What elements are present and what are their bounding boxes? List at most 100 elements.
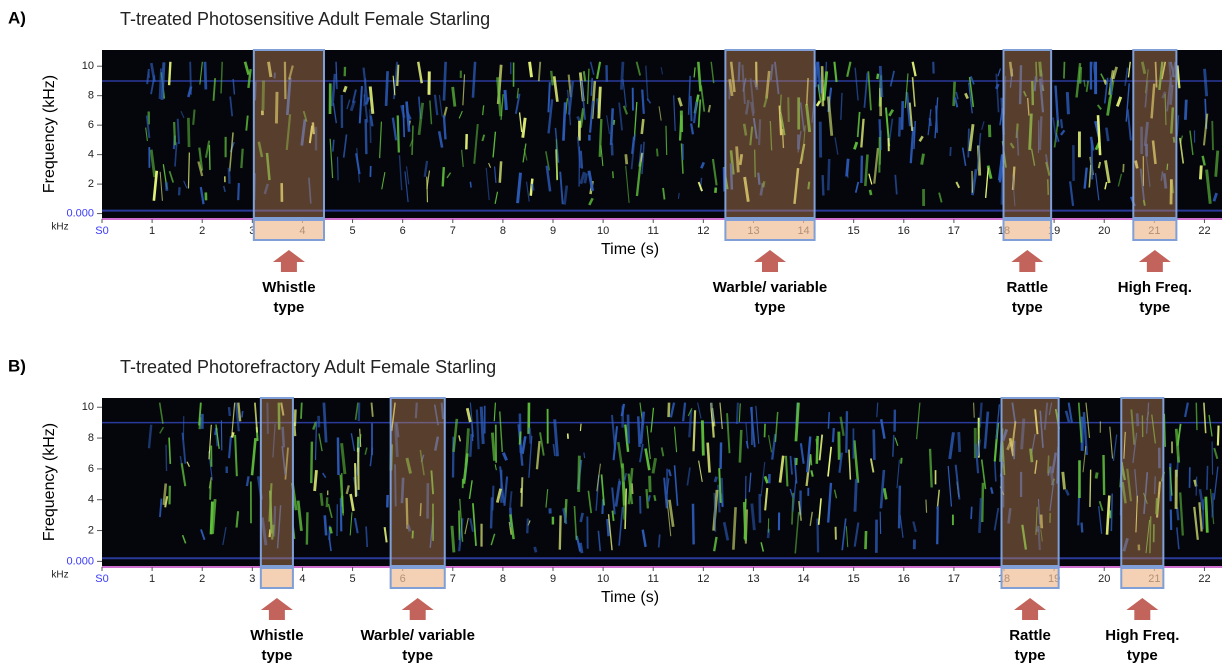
spectral-streak [950,147,951,156]
highlight-box [1133,50,1176,218]
highlight-label: type [402,647,433,664]
spectral-streak [968,129,969,158]
spectral-streak [355,463,356,497]
spectral-streak [937,506,938,544]
spectral-streak [612,511,613,521]
spectral-streak [372,403,373,417]
spectral-streak [861,156,862,183]
spectral-streak [1080,67,1081,84]
y-unit: kHz [51,222,68,233]
spectral-streak [193,110,194,125]
x-tick-label: 12 [697,225,709,237]
spectral-streak [1212,493,1213,517]
spectral-streak [241,149,242,168]
spectral-streak [1104,80,1106,85]
spectral-streak [560,515,561,549]
spectral-streak [366,526,367,547]
x-tick-label: S0 [95,573,108,585]
spectral-streak [1090,470,1091,507]
highlight-label: Rattle [1006,279,1048,296]
spectral-streak [642,119,644,134]
spectral-streak [238,183,239,200]
spectral-streak [811,455,812,466]
spectral-streak [865,531,866,549]
spectral-streak [149,72,150,78]
panel-letter: B) [8,356,26,375]
x-tick-label: S0 [95,225,108,237]
spectral-streak [719,468,720,503]
y-tick-label: 0.000 [66,555,94,567]
spectral-streak [443,167,444,186]
spectral-streak [870,190,871,195]
spectral-streak [398,115,399,152]
highlight-foot [725,220,814,240]
spectral-streak [922,154,924,165]
x-tick-label: 16 [898,573,910,585]
x-tick-label: 1 [149,225,155,237]
spectral-streak [1064,62,1065,79]
figure: A)T-treated Photosensitive Adult Female … [0,0,1222,670]
spectral-streak [626,154,627,164]
x-axis-label: Time (s) [601,241,659,258]
spectral-streak [530,428,531,444]
highlight-box [1002,398,1059,566]
page: A)T-treated Photosensitive Adult Female … [0,0,1222,670]
spectral-streak [427,177,428,203]
highlight-foot [261,568,293,588]
spectral-streak [315,470,317,491]
x-tick-label: 17 [948,573,960,585]
spectral-streak [930,449,932,488]
spectral-streak [828,159,829,190]
spectral-streak [532,184,533,191]
spectral-streak [611,108,613,145]
spectral-streak [623,482,624,520]
spectral-streak [702,420,703,455]
y-tick-label: 10 [82,60,94,72]
x-tick-label: 10 [597,225,609,237]
spectral-streak [1067,92,1068,114]
arrow [1139,250,1171,272]
spectral-streak [1111,78,1112,95]
spectral-streak [816,439,817,445]
spectral-streak [678,193,679,199]
spectral-streak [855,479,856,512]
x-tick-label: 15 [848,573,860,585]
spectral-streak [995,462,996,482]
y-tick-label: 4 [88,494,94,506]
y-tick-label: 0.000 [66,207,94,219]
spectral-streak [481,407,483,444]
spectral-streak [621,62,623,90]
highlight-label: type [1139,299,1170,316]
spectral-streak [954,82,955,106]
spectral-streak [338,157,339,181]
spectral-streak [607,519,608,536]
spectral-streak [1063,472,1065,490]
highlight-label: type [1127,647,1158,664]
spectral-streak [200,417,201,429]
spectral-streak [846,411,847,453]
y-tick-label: 8 [88,90,94,102]
x-tick-label: 20 [1098,225,1110,237]
highlight-label: Whistle [250,627,303,644]
arrow [1126,598,1158,620]
spectral-streak [295,409,296,426]
spectral-streak [1061,119,1062,128]
x-tick-label: 8 [500,573,506,585]
x-tick-label: 9 [550,225,556,237]
spectral-streak [828,412,829,429]
spectral-streak [1196,403,1197,431]
spectral-streak [722,478,723,506]
y-axis-label: Frequency (kHz) [41,75,58,193]
y-tick-label: 8 [88,432,94,444]
highlight-label: Whistle [262,279,315,296]
highlight-foot [1002,568,1059,588]
highlight-foot [1121,568,1163,588]
spectral-streak [333,140,334,152]
spectral-streak [188,118,189,147]
highlight-box [725,50,814,218]
spectral-streak [166,445,167,471]
x-tick-label: 7 [450,573,456,585]
highlight-foot [254,220,324,240]
highlight-label: type [1015,647,1046,664]
spectral-streak [901,458,902,464]
